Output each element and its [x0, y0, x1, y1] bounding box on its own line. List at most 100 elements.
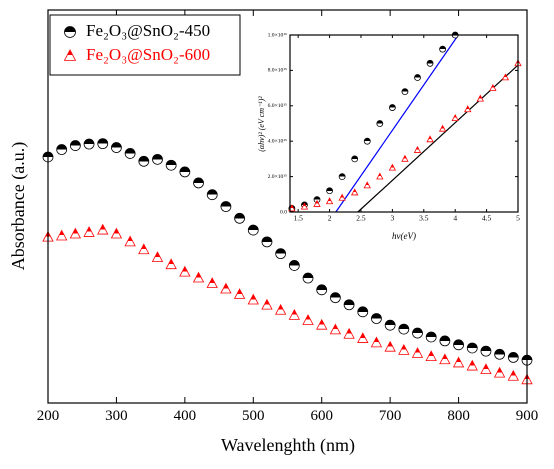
marker-triangle	[151, 251, 164, 262]
x-tick-label: 700	[379, 408, 402, 424]
marker-circle	[357, 306, 369, 318]
marker-circle	[234, 212, 246, 224]
marker-circle	[351, 155, 359, 163]
x-axis-label: Wavelenghth (nm)	[221, 435, 355, 456]
y-tick-label: 1.0×10¹⁶	[268, 32, 287, 38]
marker-circle	[179, 166, 191, 178]
marker-triangle	[206, 277, 218, 288]
x-tick-label: 300	[105, 408, 128, 424]
y-axis-label: Absorbance (a.u.)	[8, 142, 29, 270]
marker-circle	[439, 45, 447, 53]
marker-triangle	[413, 145, 422, 153]
marker-circle	[453, 339, 464, 351]
marker-circle	[398, 323, 410, 335]
marker-circle	[363, 137, 371, 145]
marker-triangle	[83, 226, 95, 237]
marker-triangle	[63, 49, 77, 61]
marker-triangle	[247, 293, 259, 305]
marker-triangle	[489, 83, 497, 91]
marker-circle	[193, 177, 204, 189]
x-tick-label: 3	[391, 213, 395, 222]
marker-triangle	[476, 94, 484, 102]
marker-circle	[494, 348, 506, 360]
marker-circle	[288, 260, 300, 271]
x-tick-label: 900	[516, 408, 539, 424]
marker-circle	[56, 144, 68, 155]
marker-circle	[138, 155, 150, 167]
x-tick-label: 4.5	[482, 213, 492, 222]
marker-circle	[97, 138, 109, 150]
marker-triangle	[351, 188, 359, 196]
marker-triangle	[411, 347, 424, 358]
x-tick-label: 5	[516, 213, 520, 222]
marker-circle	[466, 342, 478, 354]
marker-triangle	[325, 197, 334, 205]
marker-circle	[64, 26, 76, 38]
marker-circle	[412, 327, 423, 339]
y-tick-label: 8.0×10¹⁵	[268, 68, 287, 74]
marker-triangle	[300, 202, 309, 210]
marker-triangle	[179, 265, 191, 277]
marker-triangle	[493, 366, 506, 378]
fit-line	[335, 34, 459, 213]
marker-circle	[384, 319, 396, 331]
marker-triangle	[466, 359, 478, 371]
x-tick-label: 2	[328, 213, 332, 222]
marker-circle	[261, 236, 273, 248]
marker-triangle	[501, 73, 510, 81]
marker-circle	[152, 153, 163, 165]
inset-background	[290, 35, 518, 212]
marker-triangle	[313, 199, 321, 207]
marker-triangle	[138, 243, 150, 255]
y-tick-label: 2.0×10¹⁵	[268, 174, 287, 180]
x-tick-label: 600	[310, 408, 333, 424]
marker-circle	[426, 59, 434, 67]
marker-circle	[371, 313, 382, 324]
x-tick-label: 800	[447, 408, 470, 424]
marker-circle	[425, 331, 437, 343]
marker-circle	[329, 292, 341, 304]
marker-triangle	[288, 309, 301, 320]
marker-circle	[165, 159, 177, 171]
marker-triangle	[69, 227, 82, 239]
marker-triangle	[464, 105, 472, 113]
marker-circle	[206, 189, 218, 201]
marker-circle	[220, 201, 232, 212]
marker-triangle	[439, 353, 451, 365]
marker-triangle	[438, 124, 447, 132]
x-tick-label: 400	[174, 408, 197, 424]
marker-circle	[507, 352, 519, 363]
marker-triangle	[398, 343, 410, 355]
marker-triangle	[124, 235, 136, 247]
marker-triangle	[343, 327, 355, 339]
marker-triangle	[261, 298, 273, 310]
x-tick-label: 500	[242, 408, 265, 424]
marker-circle	[401, 88, 409, 96]
marker-triangle	[384, 340, 396, 352]
marker-triangle	[363, 181, 371, 189]
marker-triangle	[165, 258, 177, 270]
x-tick-label: 200	[37, 408, 60, 424]
marker-circle	[69, 140, 81, 151]
marker-circle	[480, 345, 492, 357]
marker-circle	[326, 187, 333, 195]
marker-circle	[439, 335, 451, 347]
marker-triangle	[388, 163, 397, 171]
marker-triangle	[329, 323, 342, 335]
marker-triangle	[302, 314, 314, 325]
x-tick-label: 2.5	[356, 213, 366, 222]
marker-triangle	[376, 172, 384, 180]
y-tick-label: 4.0×10¹⁵	[268, 138, 287, 144]
marker-triangle	[316, 318, 328, 330]
inset-x-label: hν(eV)	[392, 231, 416, 241]
marker-triangle	[452, 356, 465, 368]
marker-triangle	[451, 114, 459, 121]
marker-circle	[316, 284, 328, 296]
x-tick-label: 1.5	[293, 213, 303, 222]
marker-triangle	[56, 229, 68, 241]
plot-frame	[47, 9, 528, 404]
marker-triangle	[220, 282, 232, 294]
y-tick-label: 6.0×10¹⁵	[268, 103, 287, 109]
marker-circle	[302, 272, 314, 284]
